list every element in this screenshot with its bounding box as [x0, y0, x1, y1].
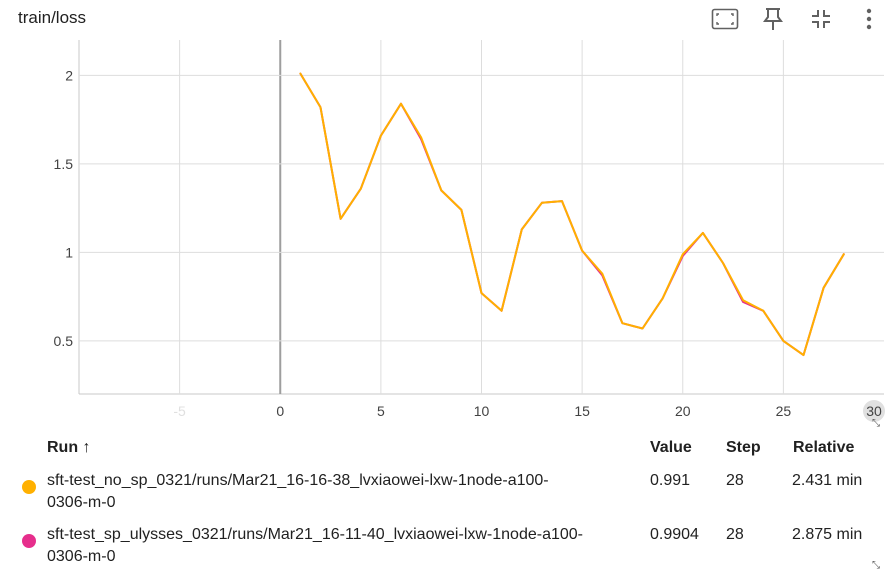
more-vert-icon — [866, 8, 872, 30]
run-column-header[interactable]: Run ↑ — [47, 439, 91, 456]
fit-domain-icon — [711, 8, 739, 30]
x-tick-label: 10 — [474, 403, 490, 419]
series-line — [299, 72, 845, 357]
run-value: 0.9904 — [650, 526, 699, 543]
x-tick-label: 5 — [377, 403, 385, 419]
x-tick-label: -5 — [173, 403, 186, 419]
table-resize-icon[interactable]: ⤡ — [872, 560, 880, 571]
collapse-icon — [812, 10, 830, 28]
x-tick-label: 25 — [776, 403, 792, 419]
chart-resize-icon[interactable]: ⤡ — [872, 418, 880, 429]
series-line — [299, 72, 845, 357]
run-color-swatch — [22, 534, 36, 548]
y-tick-label: 1.5 — [54, 156, 74, 172]
card-title: train/loss — [18, 8, 87, 27]
chart-grid — [78, 40, 884, 395]
value-column-header[interactable]: Value — [650, 439, 692, 456]
run-name: sft-test_no_sp_0321/runs/Mar21_16-16-38_… — [47, 470, 637, 514]
y-tick-label: 1 — [65, 244, 73, 260]
step-column-header[interactable]: Step — [726, 439, 761, 456]
y-tick-label: 0.5 — [54, 333, 74, 349]
run-name-line: 0306-m-0 — [47, 494, 116, 511]
x-tick-label: 0 — [276, 403, 284, 419]
run-name-line: 0306-m-0 — [47, 548, 116, 565]
run-color-swatch — [22, 480, 36, 494]
table-row: sft-test_sp_ulysses_0321/runs/Mar21_16-1… — [0, 524, 894, 578]
pin-icon — [763, 8, 783, 30]
more-options-button[interactable] — [854, 5, 884, 33]
table-header: Run ↑ Value Step Relative — [0, 436, 894, 462]
x-tick-label: 15 — [574, 403, 590, 419]
run-step: 28 — [726, 472, 744, 489]
table-row: sft-test_no_sp_0321/runs/Mar21_16-16-38_… — [0, 470, 894, 524]
fit-domain-button[interactable] — [710, 5, 740, 33]
run-relative: 2.875 min — [792, 526, 863, 543]
run-step: 28 — [726, 526, 744, 543]
run-value: 0.991 — [650, 472, 691, 489]
collapse-button[interactable] — [806, 5, 836, 33]
run-name-line: sft-test_no_sp_0321/runs/Mar21_16-16-38_… — [47, 472, 549, 489]
run-table: Run ↑ Value Step Relative sft-test_no_sp… — [0, 436, 894, 578]
pin-button[interactable] — [758, 5, 788, 33]
chart-series — [299, 72, 845, 357]
x-tick-highlight — [863, 400, 885, 422]
x-tick-label: 30 — [866, 403, 882, 419]
run-name: sft-test_sp_ulysses_0321/runs/Mar21_16-1… — [47, 524, 637, 568]
relative-column-header[interactable]: Relative — [793, 439, 855, 456]
y-tick-label: 2 — [65, 67, 73, 83]
x-tick-label: 20 — [675, 403, 691, 419]
loss-chart[interactable]: -5 0 5 10 15 20 25 30 0.5 1 1.5 2 — [0, 40, 894, 430]
run-relative: 2.431 min — [792, 472, 863, 489]
y-axis-ticks: 0.5 1 1.5 2 — [54, 67, 74, 349]
x-axis-ticks: -5 0 5 10 15 20 25 30 — [173, 400, 885, 422]
card-toolbar — [710, 5, 884, 33]
run-name-line: sft-test_sp_ulysses_0321/runs/Mar21_16-1… — [47, 526, 583, 543]
